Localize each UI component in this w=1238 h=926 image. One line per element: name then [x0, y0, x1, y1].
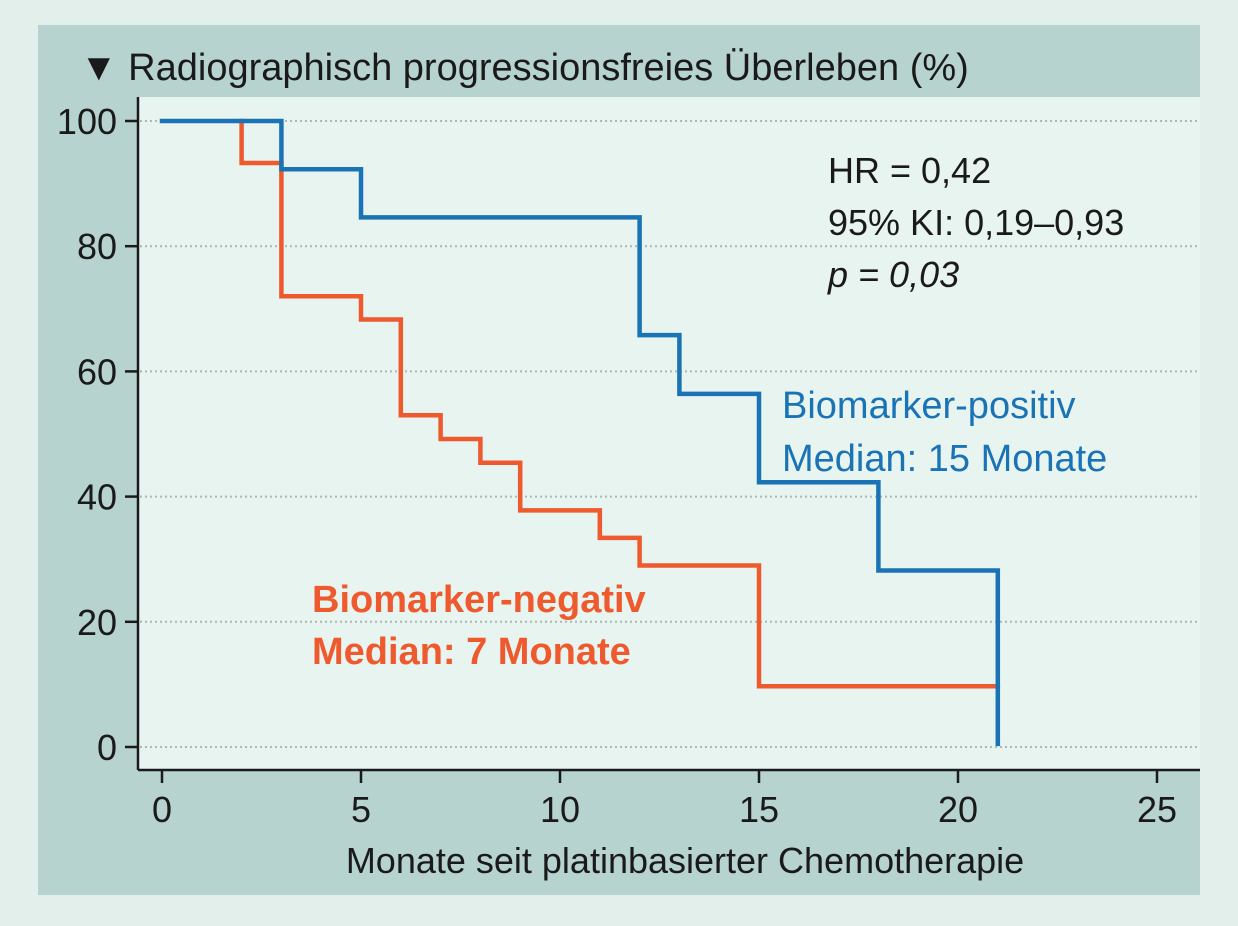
- annotation-neg-line: Biomarker-negativ: [312, 579, 646, 621]
- annotation-hr-line: p = 0,03: [827, 254, 959, 295]
- x-tick-label: 25: [1137, 789, 1177, 830]
- series-line-biomarker-negativ: [239, 118, 1001, 689]
- y-tick-label: 40: [77, 477, 117, 518]
- annotation-hr-line: 95% KI: 0,19–0,93: [828, 202, 1124, 243]
- x-tick-label: 10: [540, 789, 580, 830]
- x-tick-label: 20: [938, 789, 978, 830]
- grid-lines: [140, 120, 1200, 748]
- x-tick-label: 0: [152, 789, 172, 830]
- y-tick-label: 0: [97, 727, 117, 768]
- annotation-neg-line: Median: 7 Monate: [312, 631, 631, 673]
- y-tick-label: 80: [77, 226, 117, 267]
- axes: [125, 97, 1200, 783]
- y-tick-label: 60: [77, 351, 117, 392]
- chart-title: ▼ Radiographisch progressionsfreies Über…: [80, 47, 969, 89]
- y-tick-label: 100: [57, 101, 117, 142]
- series-line-biomarker-positiv: [159, 118, 1001, 747]
- annotation-hr-line: HR = 0,42: [828, 150, 991, 191]
- x-tick-label: 15: [739, 789, 779, 830]
- series-layer: [159, 118, 1001, 747]
- annotation-pos-line: Median: 15 Monate: [782, 438, 1107, 480]
- annotations: HR = 0,42 95% KI: 0,19–0,93 p = 0,03 Biomar…: [312, 150, 1124, 673]
- x-axis-title: Monate seit platinbasierter Chemotherapi…: [346, 840, 1024, 881]
- plot-area: [138, 97, 1200, 770]
- y-tick-label: 20: [77, 602, 117, 643]
- x-tick-label: 5: [351, 789, 371, 830]
- annotation-pos-line: Biomarker-positiv: [782, 385, 1076, 427]
- tick-labels: 0 20 40 60 80 100 0 5 10 15 20 25: [57, 101, 1177, 830]
